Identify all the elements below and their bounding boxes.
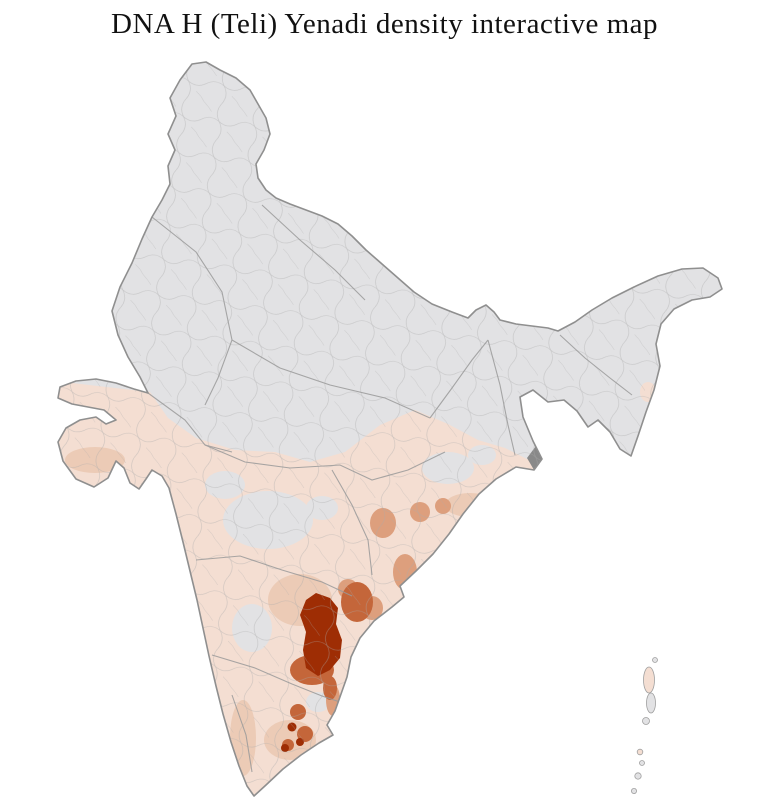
island[interactable]: [636, 748, 644, 756]
island[interactable]: [639, 760, 645, 766]
island[interactable]: [634, 772, 642, 780]
region-ne-spot-1[interactable]: [690, 310, 710, 326]
region-andaman-nicobar-islands[interactable]: [631, 657, 658, 795]
island[interactable]: [642, 717, 650, 725]
island[interactable]: [646, 692, 656, 714]
region-ne-spot-3[interactable]: [662, 339, 674, 351]
island[interactable]: [631, 788, 638, 795]
india-outline: [57, 61, 723, 797]
page-title: DNA H (Teli) Yenadi density interactive …: [111, 8, 658, 40]
island[interactable]: [652, 657, 658, 663]
state-boundaries: [147, 204, 633, 773]
island[interactable]: [643, 666, 655, 694]
